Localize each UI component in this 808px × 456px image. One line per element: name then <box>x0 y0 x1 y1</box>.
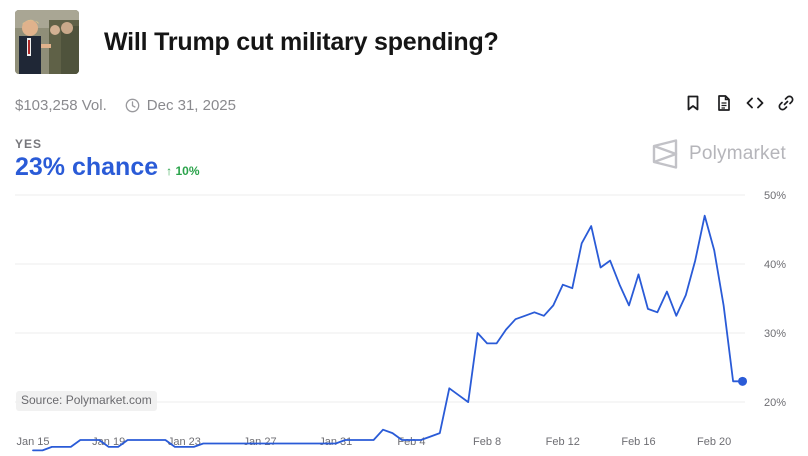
bookmark-icon <box>687 95 699 111</box>
y-tick-label: 30% <box>764 328 786 340</box>
y-tick-label: 40% <box>764 259 786 271</box>
market-thumbnail <box>15 10 79 74</box>
x-tick-label: Feb 12 <box>546 436 580 448</box>
y-tick-label: 50% <box>764 190 786 202</box>
action-bar <box>672 93 796 113</box>
series-line-yes <box>32 214 744 452</box>
x-tick-label: Jan 15 <box>16 436 49 448</box>
last-point-marker <box>738 376 748 386</box>
market-header: Will Trump cut military spending? <box>15 10 795 74</box>
chance-display: 23% chance ↑ 10% <box>15 153 200 182</box>
x-tick-label: Jan 31 <box>319 436 352 448</box>
outcome-label: YES <box>15 137 43 151</box>
market-meta: $103,258 Vol. Dec 31, 2025 <box>15 95 236 115</box>
embed-code-icon <box>746 97 764 109</box>
x-tick-label: Feb 8 <box>473 436 501 448</box>
x-tick-label: Jan 23 <box>168 436 201 448</box>
bookmark-button[interactable] <box>683 93 703 113</box>
x-tick-label: Jan 19 <box>92 436 125 448</box>
copy-link-button[interactable] <box>776 93 796 113</box>
x-tick-label: Jan 27 <box>244 436 277 448</box>
clock-icon <box>125 98 140 112</box>
y-tick-label: 20% <box>764 397 786 409</box>
market-photo <box>15 10 79 74</box>
market-title: Will Trump cut military spending? <box>104 28 499 56</box>
chart-series <box>32 214 748 452</box>
document-icon <box>718 95 730 111</box>
chance-text: 23% chance <box>15 153 159 181</box>
end-date-text: Dec 31, 2025 <box>146 96 236 114</box>
polymarket-brand: Polymarket <box>651 139 786 169</box>
change-badge: ↑ 10% <box>166 164 200 178</box>
y-axis: 20% 30% 40% 50% <box>764 190 786 409</box>
price-chart: 20%30%40%50% Jan 15 Jan 19 Jan 23 Jan 27 Jan… <box>15 190 786 452</box>
polymarket-logo-icon <box>652 139 678 169</box>
x-tick-label: Feb 16 <box>621 436 655 448</box>
link-icon <box>778 95 794 111</box>
x-tick-label: Feb 20 <box>697 436 731 448</box>
volume-text: $103,258 Vol. <box>15 96 107 114</box>
document-button[interactable] <box>714 93 734 113</box>
x-axis: Jan 15 Jan 19 Jan 23 Jan 27 Jan 31 Feb 4 Feb 8… <box>16 436 731 448</box>
x-tick-label: Feb 4 <box>397 436 425 448</box>
embed-button[interactable] <box>745 93 765 113</box>
source-label: Source: Polymarket.com <box>16 391 157 411</box>
end-date: Dec 31, 2025 <box>125 97 236 114</box>
chart-grid <box>15 194 745 403</box>
brand-name: Polymarket <box>688 143 786 164</box>
